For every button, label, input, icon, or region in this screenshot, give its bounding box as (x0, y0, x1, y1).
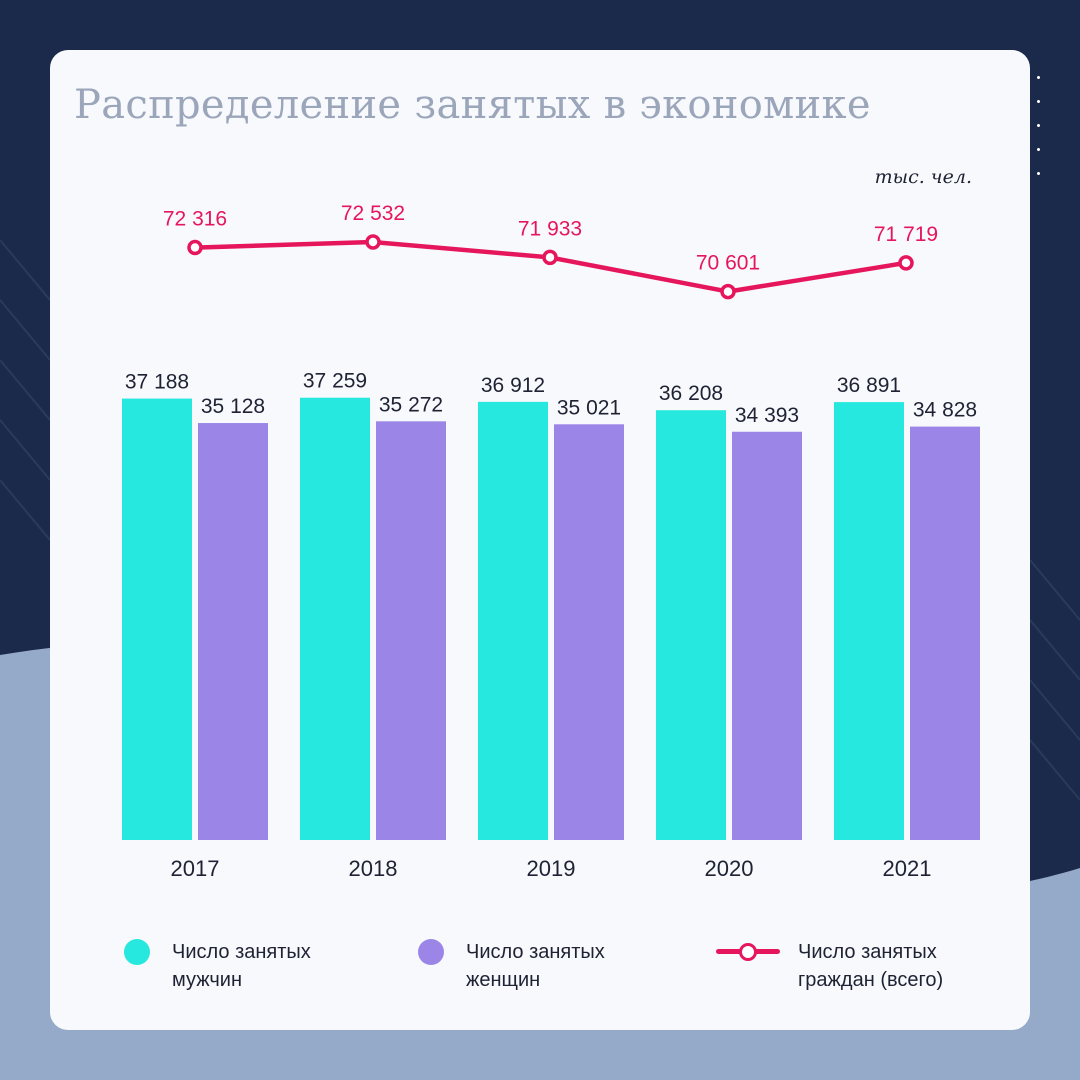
total-point-2018 (365, 234, 381, 250)
bar-men-2021 (834, 402, 904, 840)
legend-men-line1: Число занятых (172, 941, 311, 963)
legend-item-total: Число занятых граждан (всего) (716, 938, 943, 994)
bar-label-women-2017: 35 128 (201, 395, 265, 418)
legend-men-line2: мужчин (172, 969, 242, 991)
bar-women-2020 (732, 431, 802, 840)
bar-label-women-2020: 34 393 (735, 404, 799, 427)
legend-marker-men (124, 939, 150, 965)
unit-label: тыс. чел. (874, 166, 972, 188)
total-label-2020: 70 601 (696, 252, 760, 275)
total-label-2019: 71 933 (518, 217, 582, 240)
bar-label-men-2020: 36 208 (659, 382, 723, 405)
bar-women-2018 (376, 421, 446, 840)
bar-label-men-2018: 37 259 (303, 370, 367, 393)
bar-label-men-2021: 36 891 (837, 374, 901, 397)
legend-total-line1: Число занятых (798, 941, 937, 963)
bar-label-women-2021: 34 828 (913, 399, 977, 422)
legend-marker-total (716, 938, 780, 966)
bar-label-women-2019: 35 021 (557, 396, 621, 419)
bar-men-2017 (122, 398, 192, 840)
chart-title: Распределение занятых в экономике (74, 82, 871, 128)
total-label-2021: 71 719 (874, 223, 938, 246)
building-silhouette (0, 239, 1080, 801)
legend-item-men: Число занятых мужчин (124, 938, 311, 994)
legend-item-women: Число занятых женщин (418, 938, 605, 994)
legend-women-line2: женщин (466, 969, 541, 991)
bar-label-women-2018: 35 272 (379, 393, 443, 416)
legend-marker-women (418, 939, 444, 965)
bar-men-2020 (656, 410, 726, 840)
bar-women-2017 (198, 423, 268, 840)
total-series-line (194, 239, 907, 294)
total-point-2019 (542, 249, 558, 266)
x-tick-label-2021: 2021 (883, 856, 932, 881)
total-point-2021 (898, 255, 914, 271)
x-tick-label-2020: 2020 (705, 856, 754, 881)
x-tick-label-2017: 2017 (171, 856, 220, 881)
bar-women-2019 (554, 424, 624, 840)
decorative-dots (1037, 76, 1043, 196)
x-tick-label-2019: 2019 (527, 856, 576, 881)
bar-men-2019 (478, 401, 548, 840)
x-tick-label-2018: 2018 (349, 856, 398, 881)
total-label-2018: 72 532 (341, 202, 405, 225)
bar-women-2021 (910, 426, 980, 840)
legend-total-line2: граждан (всего) (798, 969, 944, 991)
total-label-2017: 72 316 (163, 208, 227, 231)
legend-women-line1: Число занятых (466, 941, 605, 963)
total-point-2020 (720, 283, 736, 300)
bar-label-men-2017: 37 188 (125, 371, 189, 394)
total-point-2017 (187, 239, 203, 256)
bar-men-2018 (300, 397, 370, 840)
bar-label-men-2019: 36 912 (481, 374, 545, 397)
